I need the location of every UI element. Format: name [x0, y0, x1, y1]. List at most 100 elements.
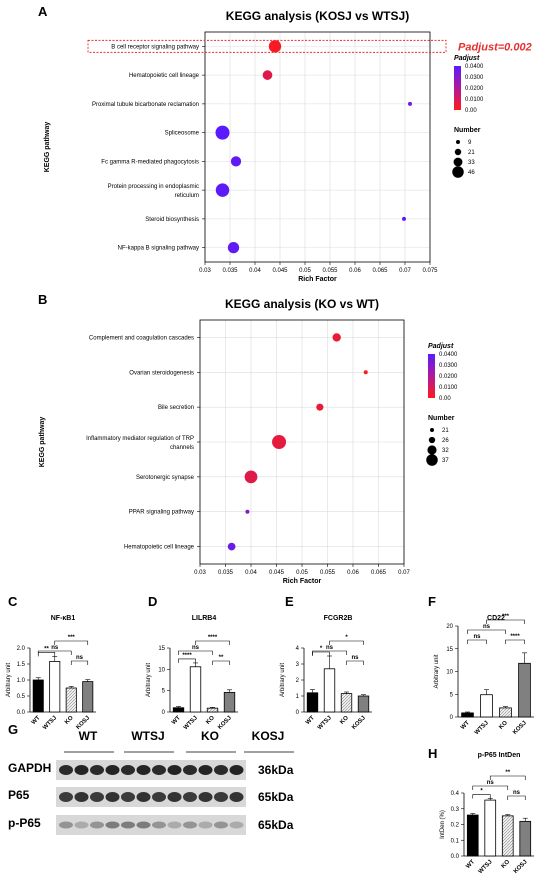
blot-kda-label: 65kDa	[258, 790, 294, 804]
x-tick-label: 0.06	[347, 570, 359, 576]
x-tick-label: WT	[465, 859, 476, 870]
blot-band	[167, 792, 182, 802]
blot-band	[90, 821, 104, 829]
x-axis-label: Rich Factor	[298, 276, 337, 283]
blot-band	[74, 765, 89, 775]
significance-label: ns	[473, 634, 481, 640]
bar	[518, 662, 531, 718]
chart-title: CD22	[487, 615, 505, 622]
pathway-dot	[268, 40, 282, 53]
x-tick-label: 0.04	[249, 268, 261, 274]
size-legend-label: 21	[442, 428, 449, 434]
significance-label: ns	[487, 780, 495, 786]
size-legend-dot	[456, 140, 460, 144]
blot-kda-label: 36kDa	[258, 763, 294, 777]
y-tick-label: 0.3	[451, 807, 460, 813]
y-tick-label: 1	[296, 694, 300, 700]
pathway-dot	[272, 435, 287, 449]
panel-a-dotplot: KEGG analysis (KOSJ vs WTSJ) 0.03 0.035 0.0…	[44, 9, 532, 283]
panel-f-bar-chart: CD22 0 5 10 15 20 Arbitrary unit WT WTSJ KO KOSJ ns…	[434, 614, 534, 736]
x-tick-label: WT	[31, 715, 42, 726]
significance-bracket	[467, 639, 487, 644]
significance-bracket	[329, 640, 364, 645]
blot-band	[136, 792, 151, 802]
x-tick-label: KO	[498, 720, 509, 731]
significance-bracket	[178, 658, 196, 663]
color-legend-tick: 0.0300	[439, 363, 458, 369]
color-legend-tick: 0.0400	[439, 352, 458, 358]
bar	[206, 707, 219, 713]
x-tick-label: WTSJ	[478, 859, 494, 875]
significance-label: ns	[192, 645, 200, 651]
bar	[461, 712, 474, 718]
color-legend-tick: 0.0200	[465, 86, 484, 92]
pathway-label: Hematopoietic cell lineage	[129, 73, 200, 79]
pathway-label: Inflammatory mediator regulation of TRP	[86, 436, 194, 442]
x-tick-label: 0.07	[399, 268, 411, 274]
x-tick-label: 0.06	[349, 268, 361, 274]
significance-bracket	[70, 660, 89, 665]
pathway-label: Protein processing in endoplasmic	[108, 184, 199, 190]
y-tick-label: 0.5	[17, 694, 26, 700]
panel-b-dotplot: KEGG analysis (KO vs WT) 0.03 0.035 0.04 0.0…	[39, 297, 458, 585]
pathway-dot	[227, 241, 240, 254]
bar	[32, 679, 44, 713]
panel-letter-b: B	[38, 292, 47, 307]
plot-frame	[199, 319, 405, 565]
x-tick-label: 0.055	[322, 268, 338, 274]
blot-band	[152, 765, 166, 775]
x-tick-label: 0.035	[218, 570, 234, 576]
color-legend-tick: 0.0200	[439, 374, 458, 380]
blot-membrane	[56, 787, 246, 807]
pathway-dot	[227, 542, 236, 551]
x-tick-label: 0.05	[299, 268, 311, 274]
blot-band	[198, 765, 213, 775]
panel-letter-e: E	[285, 594, 294, 609]
x-tick-label: 0.04	[245, 570, 257, 576]
panel-d-bar-chart: LILRB4 0 5 10 15 Arbitrary unit WT WTSJ KO KOSJ **…	[146, 615, 238, 731]
padjust-annotation: Padjust=0.002	[458, 41, 532, 53]
size-legend-label: 21	[468, 150, 475, 156]
x-tick-label: 0.05	[296, 570, 308, 576]
significance-bracket	[505, 639, 525, 644]
size-legend-dot	[453, 157, 463, 167]
significance-bracket	[195, 640, 230, 645]
blot-kda-label: 65kDa	[258, 818, 294, 832]
bar	[480, 694, 493, 718]
chart-title: NF-κB1	[51, 615, 76, 622]
significance-label: ns	[513, 790, 521, 796]
significance-bracket	[312, 650, 347, 655]
significance-label: ns	[351, 655, 359, 661]
size-legend-dot	[426, 454, 438, 466]
y-tick-label: 0.1	[451, 838, 460, 844]
significance-label: ***	[502, 614, 510, 620]
significance-bracket	[472, 794, 491, 799]
blot-group-label: KO	[201, 729, 219, 743]
x-tick-label: KOSJ	[513, 859, 529, 875]
panel-letter-a: A	[38, 4, 48, 19]
x-tick-label: WTSJ	[42, 715, 58, 731]
y-tick-label: 0.4	[451, 791, 460, 797]
significance-label: **	[505, 770, 510, 776]
pathway-label: Fc gamma R-mediated phagocytosis	[101, 159, 199, 165]
y-tick-label: 0	[450, 715, 454, 721]
bar	[340, 693, 353, 713]
y-tick-label: 4	[296, 646, 300, 652]
bar	[357, 695, 370, 713]
blot-band	[183, 765, 197, 775]
bar	[223, 691, 236, 713]
pathway-label: Hematopoietic cell lineage	[124, 545, 195, 551]
y-tick-label: 15	[158, 646, 165, 652]
blot-band	[229, 765, 244, 775]
significance-label: ns	[326, 645, 334, 651]
bar	[323, 668, 336, 713]
y-tick-label: 5	[162, 689, 166, 695]
blot-band	[229, 821, 244, 829]
pathway-dot	[408, 101, 412, 106]
panel-letter-h: H	[428, 746, 437, 761]
x-tick-label: 0.075	[422, 268, 438, 274]
y-axis-label: Arbitrary unit	[146, 663, 152, 697]
y-tick-label: 1.0	[17, 678, 26, 684]
pathway-dot	[402, 216, 406, 221]
y-tick-label: 10	[158, 667, 165, 673]
